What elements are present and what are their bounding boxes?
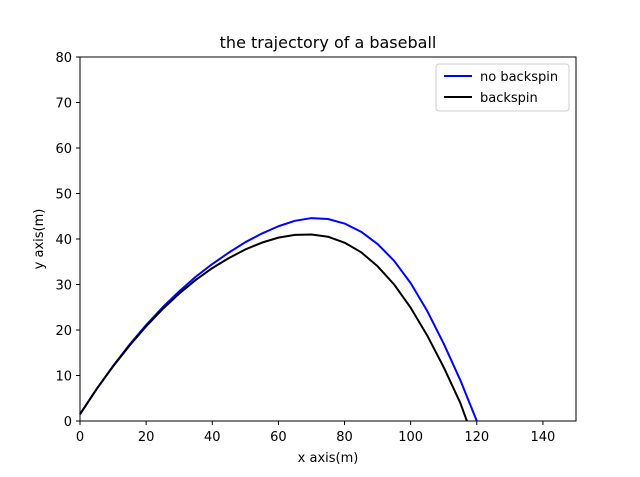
x-tick-label: 40 <box>204 430 221 445</box>
legend: no backspin backspin <box>435 63 570 112</box>
y-tick-label: 80 <box>55 51 72 66</box>
y-tick-label: 50 <box>55 188 72 203</box>
x-tick-label: 0 <box>76 430 84 445</box>
x-tick-label: 100 <box>398 430 423 445</box>
legend-label-backspin: backspin <box>480 91 538 106</box>
axes-layer: 0 20 40 60 80 100 120 140 0 10 20 30 40 50 60 70 80 <box>55 51 577 445</box>
y-tick-label: 30 <box>55 279 72 294</box>
y-tick-label: 0 <box>64 415 72 430</box>
series-line-backspin <box>79 233 468 422</box>
x-tick-label: 140 <box>531 430 556 445</box>
y-tick-label: 70 <box>55 97 72 112</box>
chart-title: the trajectory of a baseball <box>220 33 437 52</box>
x-tick-label: 80 <box>336 430 353 445</box>
y-tick-label: 10 <box>55 370 72 385</box>
y-tick-label: 20 <box>55 324 72 339</box>
x-tick-label: 20 <box>138 430 155 445</box>
plot-frame <box>79 56 577 422</box>
x-tick-label: 60 <box>270 430 287 445</box>
plot-layer <box>79 217 478 422</box>
legend-label-no-backspin: no backspin <box>480 70 558 85</box>
y-tick-label: 60 <box>55 142 72 157</box>
y-axis-label: y axis(m) <box>32 209 47 270</box>
x-axis-label: x axis(m) <box>298 451 359 466</box>
x-tick-label: 120 <box>464 430 489 445</box>
y-tick-label: 40 <box>55 233 72 248</box>
